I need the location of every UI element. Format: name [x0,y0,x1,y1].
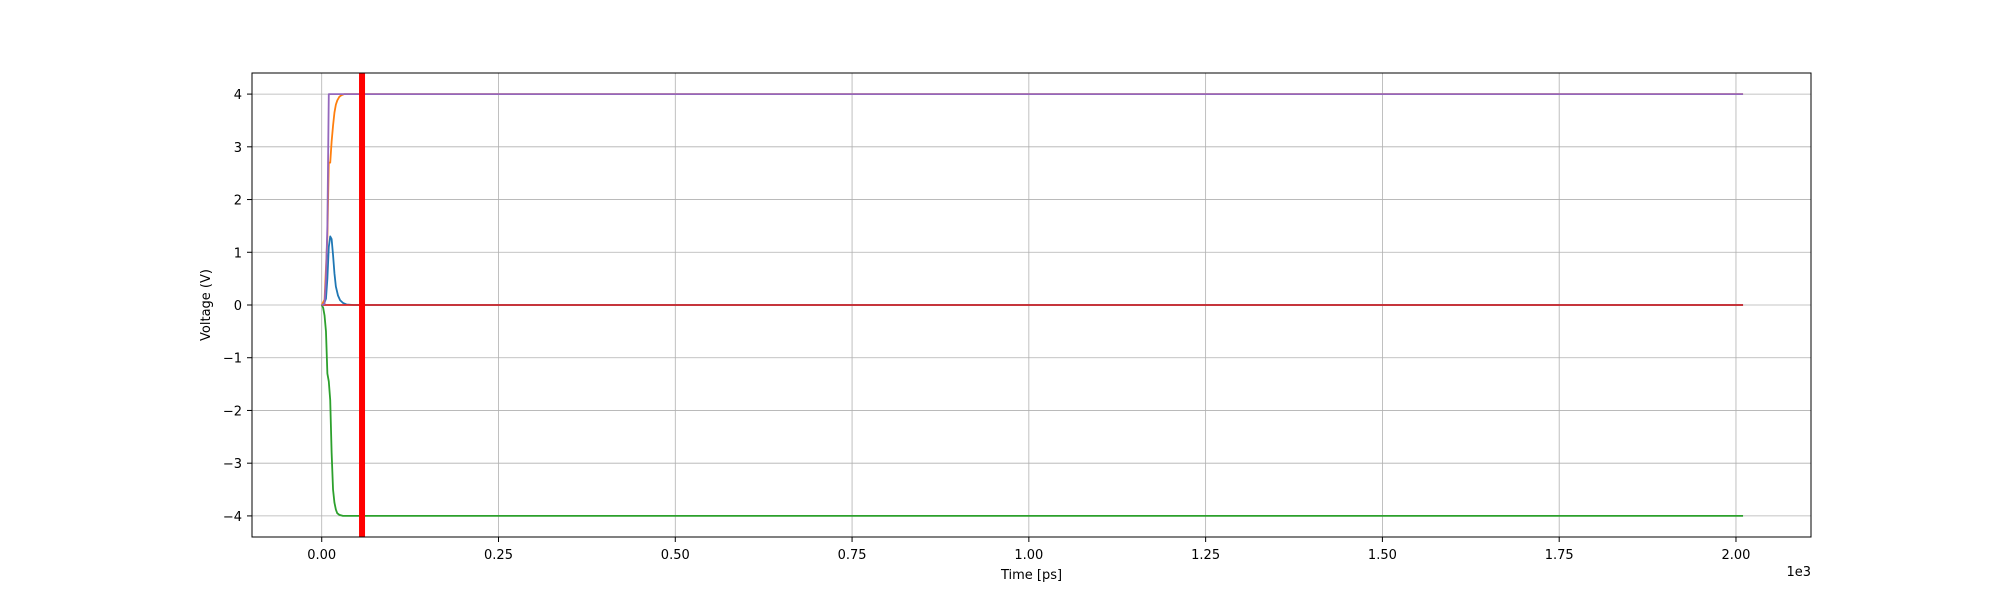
series-line-3 [320,304,1744,517]
data-series [320,93,1744,517]
x-axis-offset-label: 1e3 [1786,565,1811,580]
x-axis-label: Time [ps] [1000,568,1062,583]
x-tick-label: 1.25 [1191,548,1220,563]
x-tick-label: 2.00 [1721,548,1750,563]
y-tick-label: −2 [223,404,242,419]
x-tick-label: 0.25 [484,548,513,563]
y-tick-label: 3 [234,141,242,156]
x-axis-ticks: 0.00 0.25 0.50 0.75 1.00 1.25 1.50 1.75 2.00 [307,537,1750,563]
y-tick-label: 4 [234,88,242,103]
x-tick-label: 1.50 [1368,548,1397,563]
x-tick-label: 0.75 [838,548,867,563]
y-tick-label: −3 [223,457,242,472]
x-tick-label: 0.50 [661,548,690,563]
y-axis-ticks: −4 −3 −2 −1 0 1 2 3 4 [223,88,252,525]
series-line-5 [321,93,1744,306]
y-tick-label: −4 [223,510,242,525]
y-tick-label: −1 [223,352,242,367]
y-tick-label: 2 [234,194,242,209]
y-tick-label: 0 [234,299,242,314]
x-tick-label: 1.00 [1014,548,1043,563]
x-tick-label: 0.00 [307,548,336,563]
y-axis-label: Voltage (V) [199,269,214,341]
x-tick-label: 1.75 [1545,548,1574,563]
y-tick-label: 1 [234,246,242,261]
series-line-1 [321,235,1744,306]
